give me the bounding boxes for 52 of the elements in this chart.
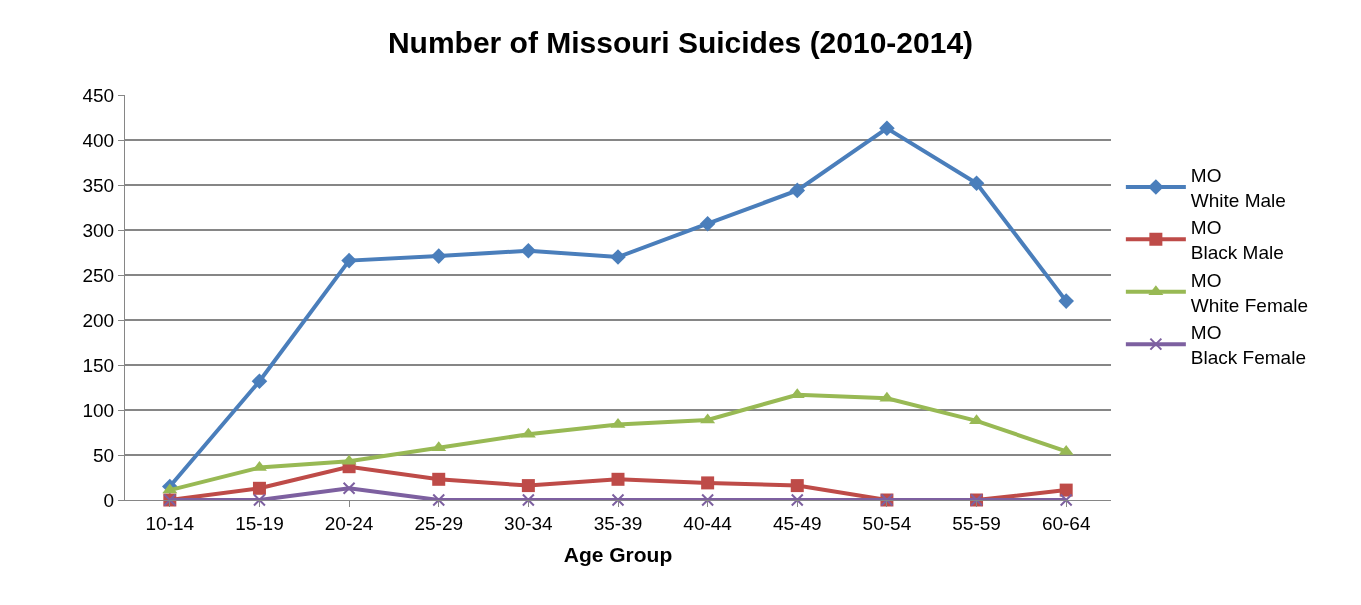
y-tick-label: 200 (82, 309, 115, 331)
x-tick-label: 45-49 (772, 512, 822, 534)
point (610, 249, 626, 265)
point (341, 252, 357, 269)
x-axis-title: Age Group (563, 543, 673, 566)
point (789, 182, 806, 199)
y-tick-label: 300 (82, 219, 115, 241)
x-tick-label: 15-19 (235, 512, 284, 534)
x-tick-label: 40-44 (683, 512, 733, 534)
point (520, 242, 537, 259)
y-tick-label: 350 (82, 174, 115, 196)
point (1059, 483, 1073, 497)
point (251, 373, 268, 389)
point (432, 493, 446, 507)
point (521, 479, 535, 493)
y-tick-label: 0 (103, 489, 115, 511)
point (611, 472, 625, 486)
x-tick-label: 50-54 (862, 512, 912, 534)
point (968, 175, 985, 191)
point (790, 493, 804, 507)
x-tick-label: 35-39 (593, 512, 643, 534)
point (701, 493, 715, 507)
x-tick-label: 25-29 (414, 512, 464, 534)
y-tick-label: 450 (82, 84, 115, 106)
legend-label: MO Black Female (1190, 322, 1306, 368)
legend-label: MO White Male (1190, 165, 1286, 211)
x-tick-label: 55-59 (952, 512, 1001, 534)
point (879, 120, 895, 137)
point (252, 493, 266, 507)
point (1059, 493, 1073, 507)
point (430, 248, 447, 264)
point (252, 481, 266, 495)
point (790, 479, 804, 493)
y-tick-label: 100 (82, 399, 115, 421)
point (432, 472, 446, 486)
point (699, 215, 716, 232)
x-tick-label: 30-34 (504, 512, 554, 534)
legend-label: MO Black Male (1190, 217, 1284, 264)
point (611, 493, 625, 507)
y-tick-label: 150 (82, 354, 115, 376)
x-tick-label: 20-24 (324, 512, 374, 534)
y-tick-label: 400 (82, 129, 115, 151)
x-tick-label: 10-14 (145, 512, 195, 534)
point (521, 493, 535, 507)
point (1058, 293, 1074, 309)
y-tick-label: 250 (82, 264, 115, 286)
point (701, 476, 715, 490)
y-tick-label: 50 (93, 444, 115, 466)
x-tick-label: 60-64 (1041, 512, 1091, 534)
legend-label: MO White Female (1190, 269, 1309, 316)
point (342, 481, 356, 495)
chart-title: Number of Missouri Suicides (2010-2014) (387, 25, 974, 59)
